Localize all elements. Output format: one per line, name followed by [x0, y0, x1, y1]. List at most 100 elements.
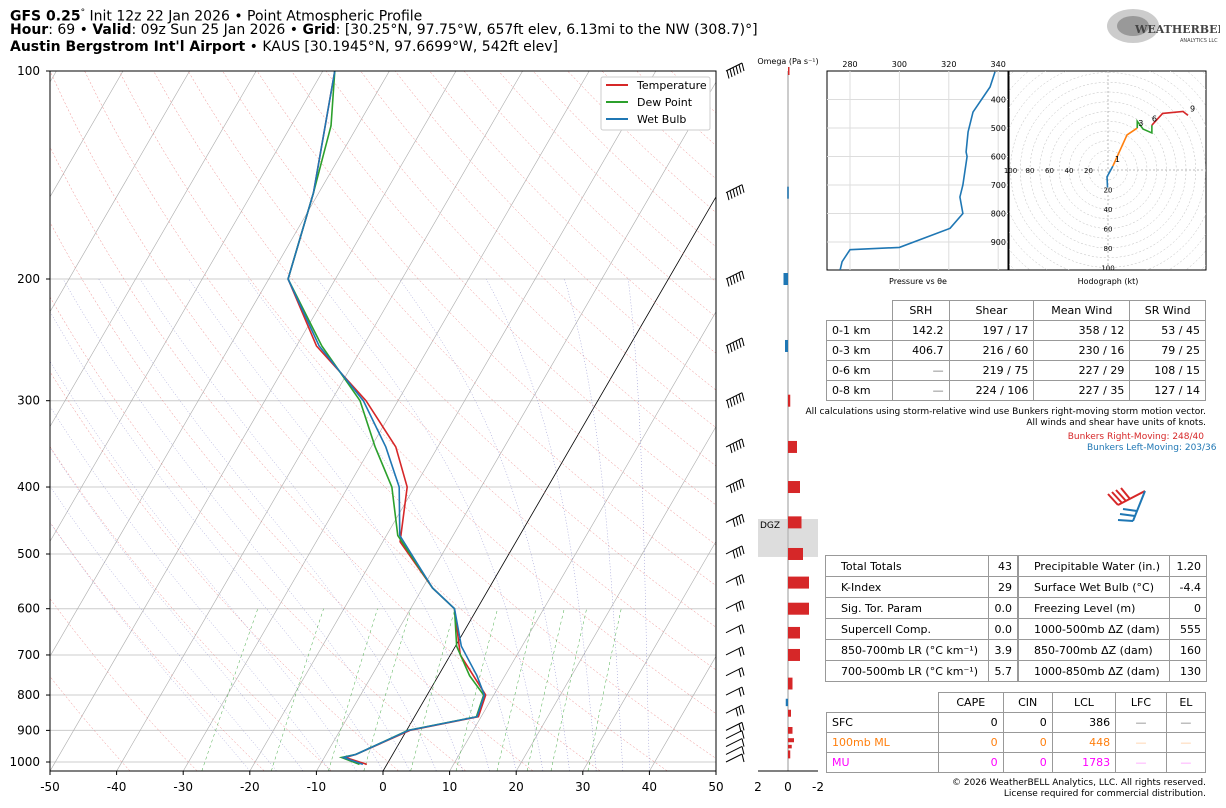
x-tick-label: -30 — [173, 780, 193, 794]
index-cell: Supercell Comp. — [825, 618, 989, 640]
thetae-p-label: 500 — [991, 124, 1006, 133]
index-cell: 160 — [1169, 639, 1207, 661]
mixing-ratio-line — [410, 608, 456, 771]
parcel-row: SFC 0 0 386— — — [826, 712, 1207, 733]
barb-flag — [732, 443, 736, 452]
omega-tick-label: -2 — [812, 780, 824, 794]
wind-table-cell: 0-3 km — [826, 340, 893, 361]
barb-flag — [729, 484, 733, 494]
barb-flag — [738, 648, 742, 657]
barb-staff — [725, 753, 743, 763]
barb-staff — [725, 62, 743, 72]
hodo-ring-label: 20 — [1104, 187, 1113, 195]
header-line2: Hour: 69 • Valid: 09z Sun 25 Jan 2026 • … — [10, 22, 758, 38]
moist-adiabat — [188, 278, 490, 771]
barb-flag — [741, 600, 745, 609]
barb-staff — [725, 721, 743, 731]
omega-bar — [788, 709, 791, 717]
parcel-cell: 0 — [937, 712, 1004, 733]
legend-temperature: Temperature — [636, 79, 707, 92]
hodo-ring-label: 40 — [1065, 167, 1074, 175]
hodo-ring-label: 80 — [1026, 167, 1035, 175]
isotherm — [316, 81, 716, 771]
thetae-p-label: 600 — [991, 153, 1006, 162]
barb-flag — [732, 189, 736, 198]
barb-flag — [732, 397, 736, 406]
barb-staff — [725, 730, 743, 740]
wind-table-row: 0-6 km —219 / 75 227 / 29 108 / 15 — [826, 360, 1206, 381]
barb-flag — [738, 272, 742, 281]
wind-table-cell: 127 / 14 — [1129, 380, 1206, 401]
omega-panel: Omega (Pa s⁻¹) DGZ 2 0 -2 — [754, 57, 824, 794]
index-cell: K-Index — [825, 576, 989, 598]
barb-flag — [741, 514, 745, 523]
isotherm — [582, 540, 716, 771]
wind-barb — [725, 753, 745, 763]
y-tick-label: 100 — [17, 64, 40, 78]
hodo-ring-label: 80 — [1104, 245, 1113, 253]
barb-flag — [741, 753, 745, 763]
wind-table-cell: 406.7 — [891, 340, 950, 361]
barb-flag — [735, 603, 739, 612]
barb-staff — [725, 600, 743, 610]
wind-table-cell: 108 / 15 — [1129, 360, 1206, 381]
svg-text:ANALYTICS LLC: ANALYTICS LLC — [1180, 38, 1218, 44]
parcel-cell: 100mb ML — [826, 732, 939, 753]
barb-flag — [741, 705, 745, 714]
parcel-cell: 0 — [937, 752, 1004, 773]
parcel-cell: 0 — [937, 732, 1004, 753]
dry-adiabat — [153, 71, 716, 671]
wind-table-row: 0-8 km —224 / 106 227 / 35 127 / 14 — [826, 380, 1206, 401]
barb-flag — [735, 187, 739, 196]
wind-table-cell: — — [891, 380, 950, 401]
y-tick-label: 200 — [17, 272, 40, 286]
barb-staff — [725, 438, 743, 448]
omega-bar — [788, 750, 791, 759]
barb-flag — [726, 70, 730, 79]
barb-flag — [738, 480, 742, 489]
isotherm — [116, 71, 523, 771]
index-cell: 1.20 — [1169, 555, 1207, 577]
isotherm — [50, 71, 457, 771]
barb-flag — [738, 547, 742, 556]
dry-adiabat — [50, 71, 668, 771]
barb-flag — [741, 270, 745, 280]
wind-barb — [725, 438, 745, 454]
index-cell: Surface Wet Bulb (°C) — [1017, 576, 1171, 598]
dry-adiabat — [84, 71, 716, 759]
dry-adiabat — [50, 296, 466, 771]
thetae-p-label: 900 — [991, 238, 1006, 247]
wind-barb — [725, 745, 745, 755]
barb-flag — [732, 550, 736, 559]
dry-adiabat — [50, 221, 533, 771]
barb-flag — [735, 481, 739, 491]
index-cell: 5.7 — [987, 660, 1019, 682]
wind-barb — [725, 730, 745, 740]
wind-barb — [725, 721, 745, 733]
omega-title: Omega (Pa s⁻¹) — [757, 57, 818, 66]
barb-flag — [738, 688, 742, 697]
barb-flag — [741, 392, 745, 401]
mixing-ratio-line — [455, 608, 498, 771]
wind-barb — [725, 478, 745, 494]
x-tick-label: 40 — [642, 780, 657, 794]
barb-flag — [735, 340, 739, 350]
index-cell: 29 — [987, 576, 1019, 598]
barb-flag — [729, 190, 733, 199]
barb-staff — [725, 646, 743, 656]
barb-flag — [741, 62, 745, 72]
barb-flag — [729, 398, 733, 407]
moist-adiabat — [139, 278, 464, 771]
barb-staff — [725, 392, 743, 402]
index-cell: Sig. Tor. Param — [825, 597, 989, 619]
omega-bar — [788, 626, 800, 639]
barb-flag — [732, 342, 736, 351]
dry-adiabat — [50, 598, 198, 771]
parcel-cell: — — [1115, 712, 1167, 733]
parcel-cell: SFC — [826, 712, 939, 733]
isotherm — [50, 71, 390, 657]
wind-barb — [725, 646, 745, 657]
barb-staff — [725, 184, 743, 194]
omega-bar — [788, 440, 797, 453]
